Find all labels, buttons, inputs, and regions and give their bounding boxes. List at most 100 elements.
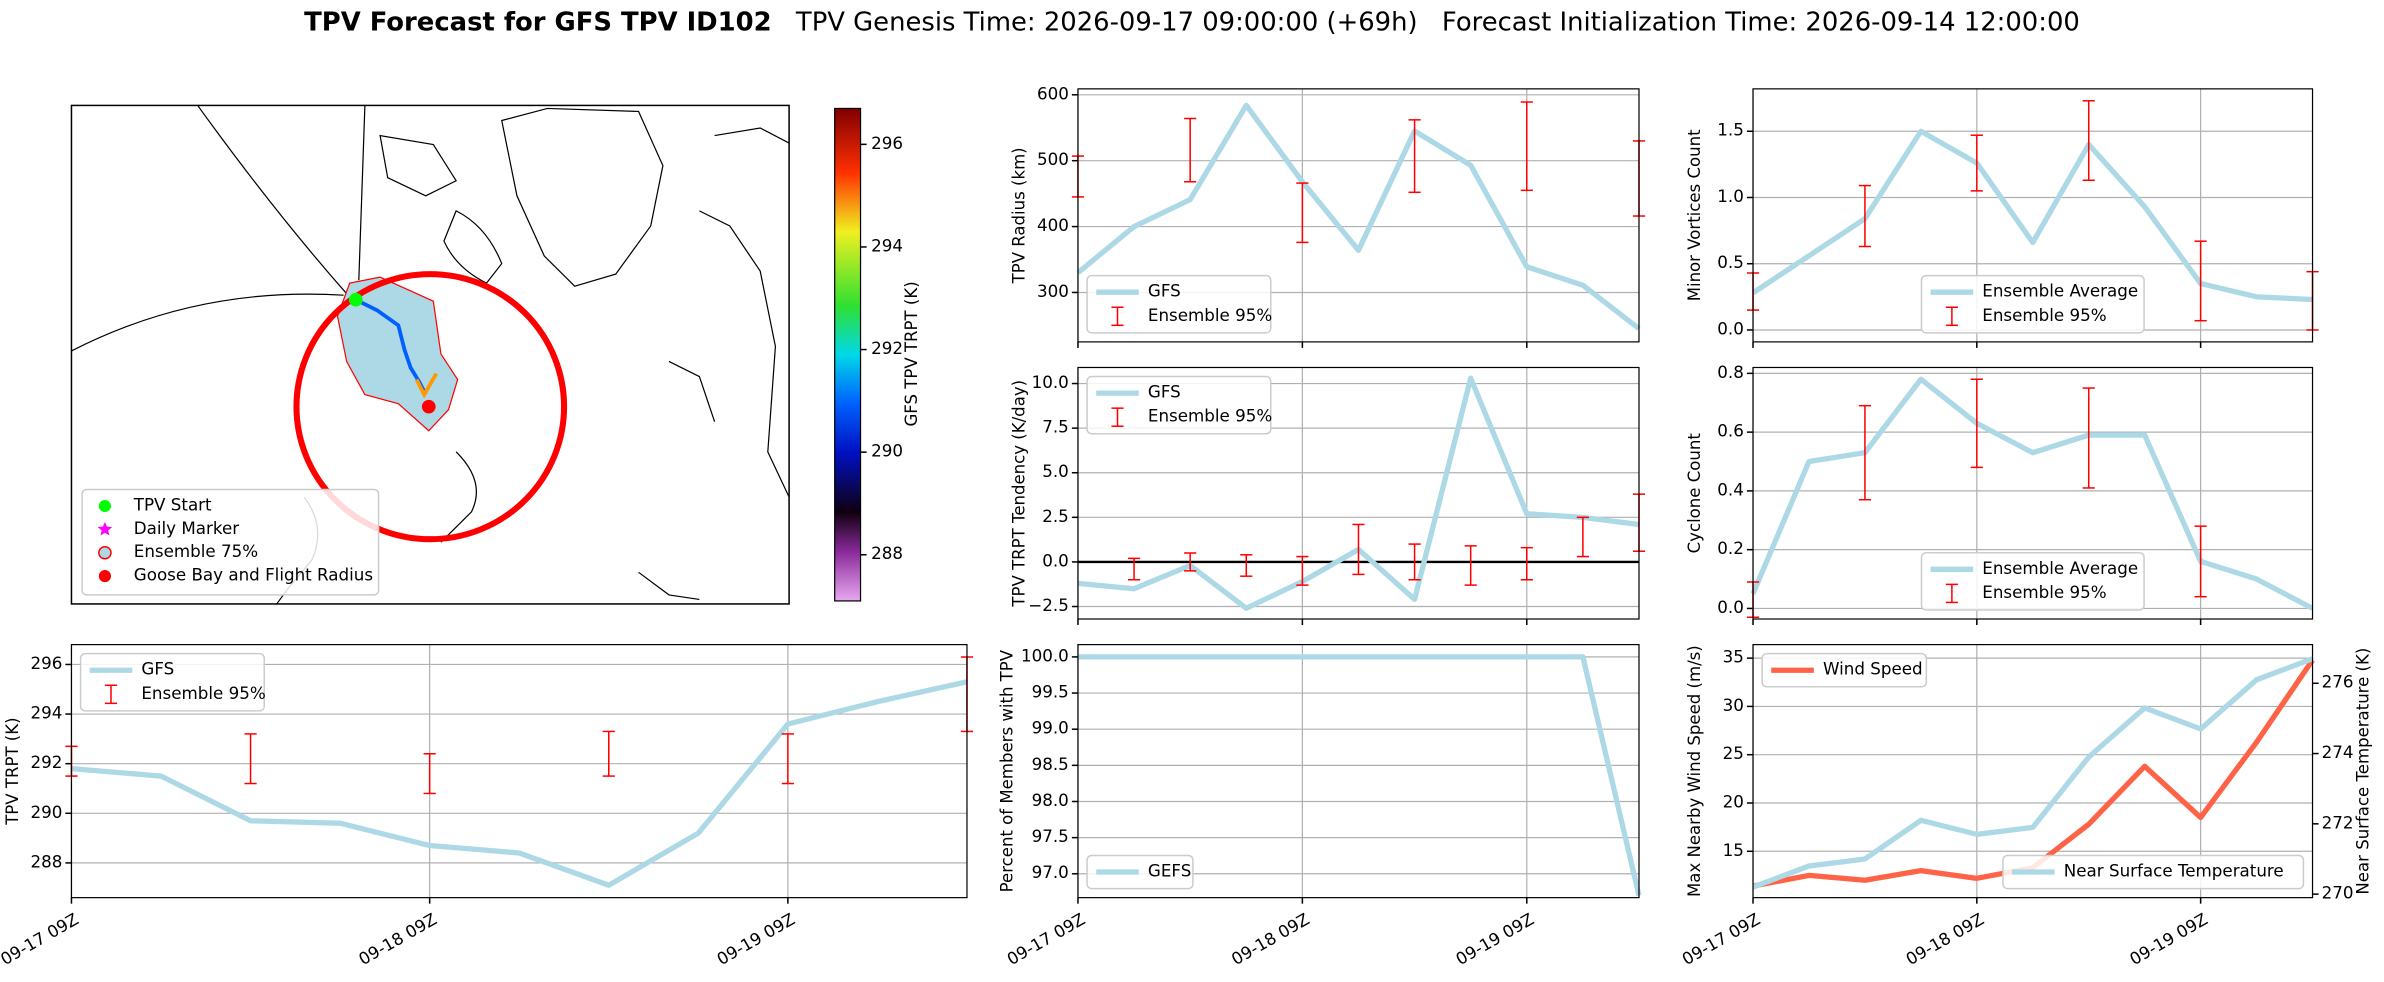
y-tick-label: 5.0	[1042, 462, 1069, 481]
y-tick-label: 0.4	[1717, 480, 1744, 499]
legend-label: Ensemble 95%	[1148, 407, 1272, 426]
y-tick-label: 288	[30, 852, 62, 871]
legend-label: Ensemble 95%	[141, 684, 265, 703]
colorbar	[834, 107, 862, 602]
y-tick-label: 1.0	[1717, 187, 1744, 206]
y-axis-label: TPV TRPT (K)	[3, 717, 22, 825]
x-tick-label: 09-19 09Z	[714, 910, 798, 969]
colorbar-tick-label: 288	[871, 544, 903, 563]
y-tick-label: 0.6	[1717, 422, 1744, 441]
y-tick-label: −2.5	[1028, 596, 1069, 615]
series-line	[71, 679, 968, 888]
y-tick-label: 99.5	[1032, 683, 1069, 702]
axes-frame	[1077, 644, 1640, 899]
colorbar-label: GFS TPV TRPT (K)	[902, 281, 921, 426]
legend-marker	[98, 570, 111, 583]
y-tick-label: 25	[1723, 744, 1744, 763]
scaled-figure: TPV Forecast for GFS TPV ID102 TPV Genesi…	[0, 7, 2373, 969]
axes-frame	[1077, 88, 1640, 343]
y-tick-label: 1.5	[1717, 121, 1744, 140]
y-tick-label: 35	[1723, 648, 1744, 667]
y-tick-label: 15	[1723, 841, 1744, 860]
y-tick-label: 0.0	[1717, 598, 1744, 617]
x-tick-label: 09-17 09Z	[1004, 910, 1088, 969]
legend-label: TPV Start	[133, 496, 212, 515]
track-end	[414, 372, 439, 399]
colorbar-tick-label: 290	[871, 442, 903, 461]
x-tick-label: 09-18 09Z	[1228, 910, 1312, 969]
axes-frame	[1077, 366, 1640, 620]
legend-box	[1761, 652, 1928, 688]
legend-box	[1920, 274, 2145, 334]
colorbar-tick-label: 296	[871, 134, 903, 153]
legend-label: GFS	[1148, 383, 1181, 402]
x-tick-label: 09-19 09Z	[1453, 910, 1537, 969]
y-tick-label: 294	[30, 704, 62, 723]
legend-label: Near Surface Temperature	[2064, 862, 2284, 881]
y-tick-label: 98.5	[1032, 755, 1069, 774]
x-tick-label: 09-17 09Z	[0, 910, 82, 969]
x-tick-label: 09-18 09Z	[1903, 910, 1987, 969]
legend-label: GFS	[1148, 282, 1181, 301]
legend-label: Daily Marker	[134, 519, 239, 538]
legend-label: Goose Bay and Flight Radius	[134, 566, 373, 585]
figure-title: TPV Forecast for GFS TPV ID102 TPV Genesi…	[304, 7, 2080, 37]
y-tick-label: 0.8	[1717, 363, 1744, 382]
y-tick-label: 10.0	[1032, 373, 1069, 392]
x-tick-label: 09-17 09Z	[1679, 910, 1763, 969]
y-tick-label: 600	[1037, 84, 1069, 103]
y-tick-label: 20	[1723, 793, 1744, 812]
y-tick-label: 7.5	[1042, 418, 1069, 437]
legend-box	[1920, 551, 2145, 611]
goose-bay	[421, 399, 436, 414]
y-tick-label: 290	[30, 803, 62, 822]
axes-frame	[1752, 366, 2314, 620]
axes-frame	[1752, 88, 2314, 343]
y2-tick-label: 270	[2322, 884, 2354, 903]
legend-label: Wind Speed	[1823, 660, 1923, 679]
y-tick-label: 97.0	[1032, 863, 1069, 882]
y-axis-label: Minor Vortices Count	[1685, 129, 1704, 301]
axes-frame	[70, 644, 968, 899]
y-tick-label: 2.5	[1042, 507, 1069, 526]
series-line	[1752, 656, 2314, 890]
title: TPV Forecast for GFS TPV ID102	[304, 7, 771, 37]
legend-marker	[98, 500, 111, 513]
y2-axis-label: Near Surface Temperature (K)	[2354, 648, 2373, 895]
y-tick-label: 0.0	[1042, 551, 1069, 570]
legend-label: Ensemble 75%	[134, 542, 258, 561]
y-tick-label: 98.0	[1032, 791, 1069, 810]
y2-tick-label: 274	[2322, 743, 2354, 762]
legend-box	[81, 488, 380, 596]
flight-radius	[293, 271, 568, 543]
y-tick-label: 0.5	[1717, 253, 1744, 272]
y-axis-label: Cyclone Count	[1685, 433, 1704, 554]
x-tick-label: 09-19 09Z	[2126, 910, 2210, 969]
legend-label: Ensemble 95%	[1982, 583, 2106, 602]
series-line	[1750, 376, 2314, 611]
colorbar-tick-label: 292	[871, 339, 903, 358]
genesis-time: TPV Genesis Time: 2026-09-17 09:00:00 (+…	[795, 7, 1418, 37]
series-line	[1751, 128, 2313, 303]
legend-marker	[98, 545, 112, 560]
y-tick-label: 0.2	[1717, 539, 1744, 558]
y-tick-label: 300	[1037, 282, 1069, 301]
tpv-start	[348, 292, 363, 307]
legend-label: GFS	[141, 660, 174, 679]
series-line	[1077, 654, 1642, 897]
y-tick-label: 30	[1723, 696, 1744, 715]
legend-label: Ensemble 95%	[1982, 306, 2106, 325]
y-tick-label: 296	[30, 654, 62, 673]
legend-label: Ensemble 95%	[1148, 306, 1272, 325]
legend-label: Ensemble Average	[1982, 282, 2138, 301]
y-tick-label: 0.0	[1717, 320, 1744, 339]
y-axis-label: Percent of Members with TPV	[997, 649, 1016, 892]
legend-box	[2002, 854, 2305, 890]
y-axis-label: TPV Radius (km)	[1010, 147, 1029, 284]
y-tick-label: 292	[30, 753, 62, 772]
axes-frame	[1752, 644, 2314, 899]
init-time: Forecast Initialization Time: 2026-09-14…	[1442, 7, 2080, 37]
y-axis-label: TPV TRPT Tendency (K/day)	[1010, 380, 1029, 608]
legend-marker	[97, 521, 113, 536]
